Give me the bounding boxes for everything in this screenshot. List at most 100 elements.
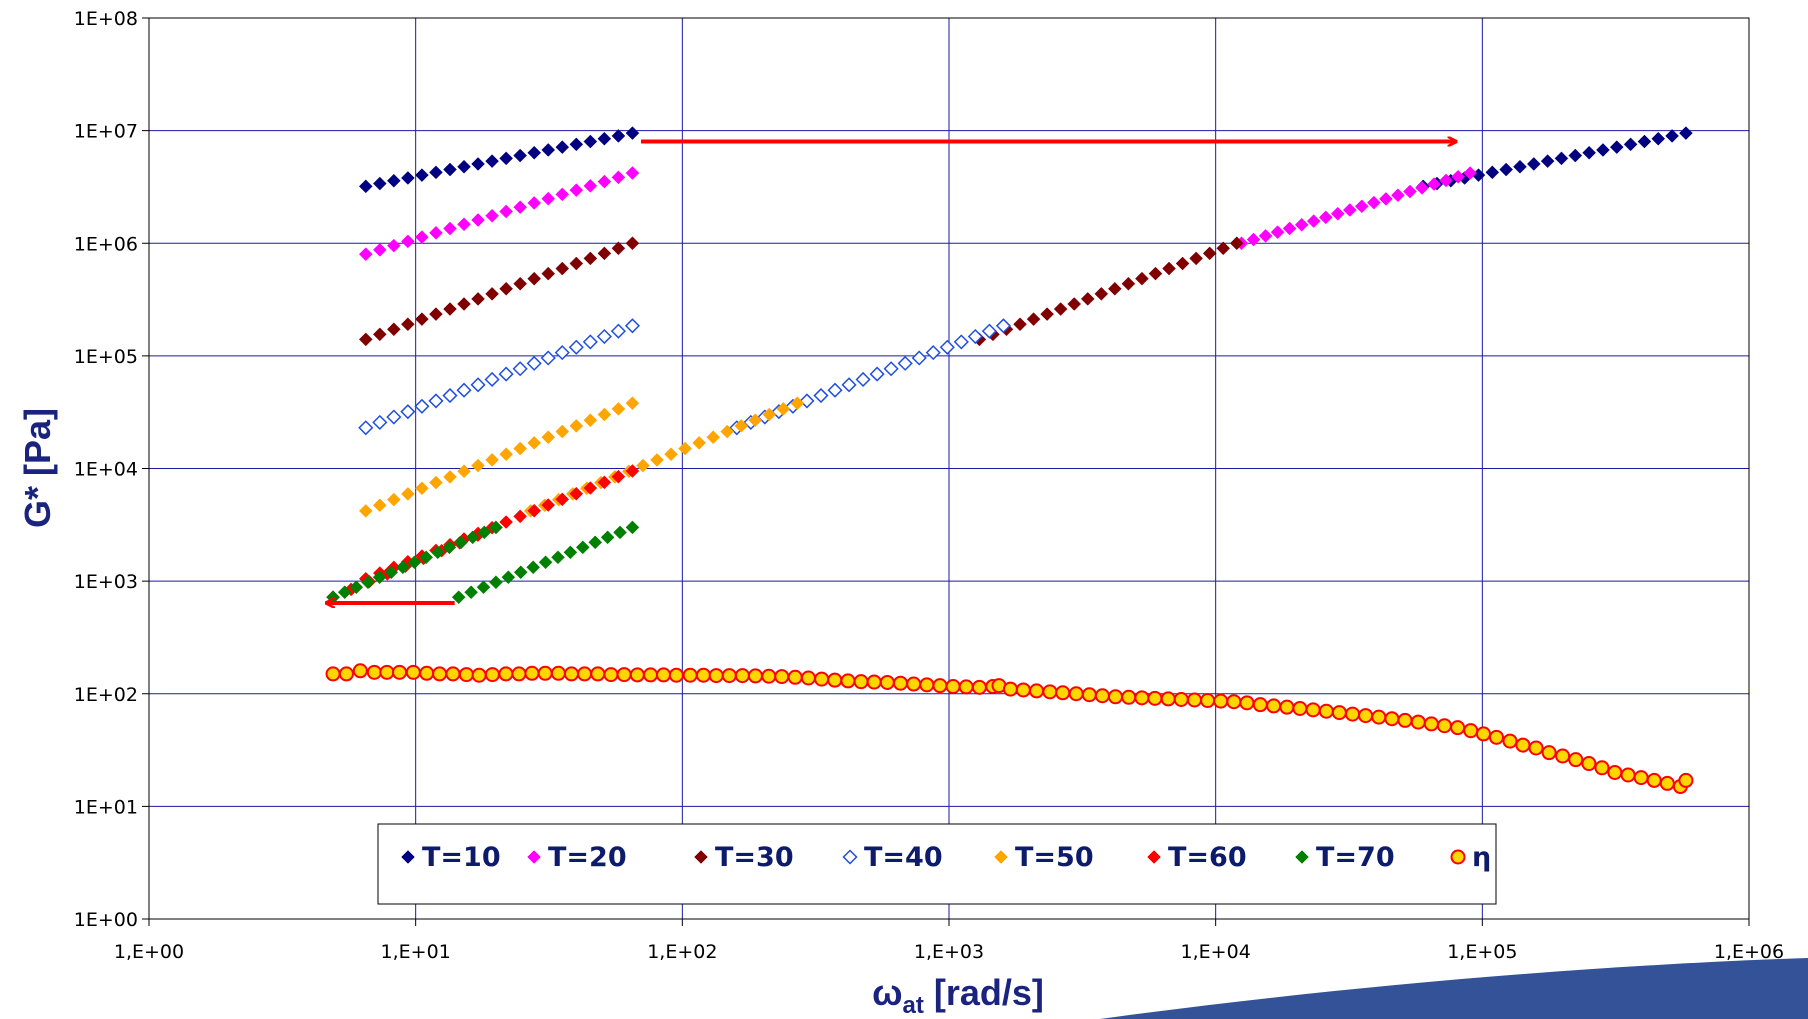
data-point-4	[457, 464, 471, 479]
data-point-legend	[1147, 850, 1161, 864]
data-point-2	[1026, 312, 1041, 327]
data-point-4	[762, 407, 777, 422]
data-point-6	[600, 530, 615, 545]
data-point-1	[1258, 229, 1273, 243]
series-4	[358, 396, 805, 518]
data-point-7	[853, 674, 869, 690]
data-point-1	[541, 191, 556, 206]
x-tick-label: 1,E+04	[1181, 941, 1251, 963]
y-tick-label: 1E+06	[74, 233, 138, 255]
data-point-7	[577, 666, 593, 682]
data-point-6	[451, 590, 466, 605]
data-point-7	[590, 666, 606, 682]
data-point-6	[489, 520, 503, 535]
data-point-2	[457, 297, 471, 311]
data-point-2	[555, 261, 570, 276]
data-point-4	[692, 436, 706, 450]
data-point-2	[569, 256, 584, 271]
data-point-1	[1367, 195, 1381, 210]
data-point-7	[1646, 772, 1662, 788]
data-point-5	[583, 481, 598, 495]
data-point-3	[827, 382, 843, 398]
data-point-4	[513, 441, 528, 456]
data-point-7	[1555, 748, 1571, 764]
data-point-7	[1068, 686, 1084, 702]
data-point-7	[432, 666, 448, 682]
grid	[149, 18, 1749, 919]
data-point-0	[401, 171, 415, 185]
legend-label: T=50	[1015, 842, 1094, 873]
data-point-0	[1568, 148, 1583, 163]
data-point-2	[401, 317, 415, 332]
data-point-1	[625, 166, 640, 180]
legend-label: T=70	[1316, 842, 1395, 873]
data-point-2	[1202, 246, 1217, 261]
x-tick-label: 1,E+06	[1714, 941, 1784, 963]
data-point-4	[650, 453, 664, 467]
data-point-5	[611, 469, 626, 484]
data-point-3	[953, 334, 969, 350]
data-point-7	[668, 667, 684, 683]
data-point-3	[869, 366, 885, 382]
x-tick-label: 1,E+00	[114, 941, 184, 963]
data-point-4	[734, 419, 749, 433]
data-point-4	[583, 413, 598, 428]
data-point-7	[1515, 737, 1531, 753]
data-point-1	[1270, 225, 1285, 240]
data-point-0	[625, 126, 640, 140]
data-point-0	[1499, 162, 1513, 177]
data-point-legend	[1450, 849, 1466, 865]
data-point-1	[358, 247, 373, 262]
data-point-0	[1582, 145, 1596, 160]
data-point-7	[1423, 716, 1439, 732]
data-point-4	[611, 402, 626, 416]
data-point-2	[541, 266, 556, 281]
x-tick-label: 1,E+02	[647, 941, 717, 963]
data-point-7	[338, 666, 354, 682]
data-point-0	[1485, 165, 1500, 180]
data-point-1	[1342, 203, 1357, 217]
y-tick-label: 1E+01	[74, 796, 138, 818]
data-point-6	[337, 585, 352, 600]
data-point-7	[840, 673, 856, 689]
data-point-4	[597, 407, 612, 422]
data-point-0	[527, 145, 542, 160]
data-point-5	[513, 509, 528, 524]
data-point-4	[415, 481, 429, 496]
data-point-2	[1229, 236, 1244, 251]
data-point-1	[1415, 180, 1429, 195]
data-point-7	[1213, 693, 1229, 709]
data-point-5	[569, 486, 584, 501]
data-point-0	[597, 131, 612, 146]
data-point-4	[541, 430, 556, 445]
legend-item: T=10	[401, 842, 501, 873]
data-point-6	[613, 525, 627, 540]
data-point-1	[597, 174, 612, 189]
data-point-2	[1094, 287, 1109, 301]
data-point-legend	[842, 849, 858, 865]
data-point-7	[1042, 684, 1058, 700]
data-point-0	[1609, 140, 1624, 154]
data-point-0	[1623, 137, 1638, 152]
data-point-4	[790, 396, 805, 411]
data-point-4	[706, 430, 721, 445]
legend-box	[377, 823, 1497, 905]
data-point-0	[415, 168, 429, 183]
data-point-7	[405, 664, 421, 680]
data-point-7	[1029, 683, 1045, 699]
data-point-2	[429, 307, 443, 321]
data-point-0	[1637, 134, 1652, 149]
legend-item: η	[1450, 842, 1491, 873]
data-point-1	[1403, 184, 1417, 199]
data-point-7	[1345, 706, 1361, 722]
data-point-4	[720, 424, 735, 439]
data-point-0	[358, 179, 373, 194]
legend-label: η	[1472, 842, 1491, 873]
data-point-7	[1266, 698, 1282, 714]
data-point-0	[1665, 129, 1679, 143]
data-point-4	[625, 396, 640, 411]
data-point-4	[471, 458, 485, 473]
data-point-6	[419, 550, 433, 565]
data-point-1	[611, 170, 626, 185]
annotations	[326, 142, 1457, 603]
